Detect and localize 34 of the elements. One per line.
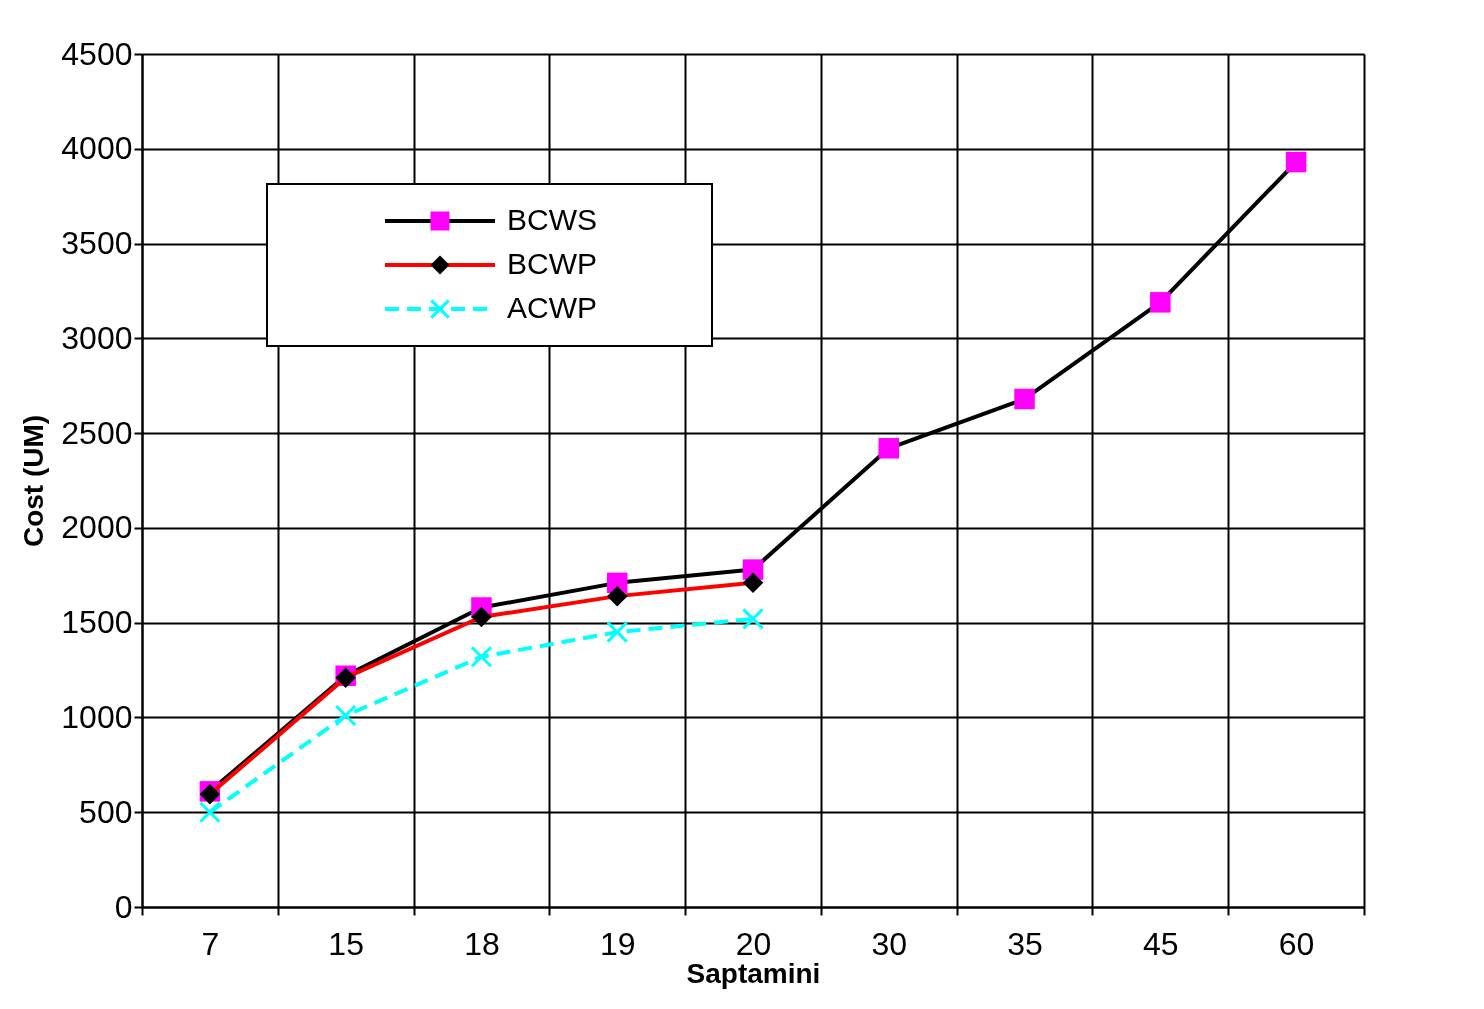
x-tick-label: 60 bbox=[1278, 925, 1315, 962]
y-tick-label: 500 bbox=[79, 793, 133, 830]
legend-label: ACWP bbox=[507, 291, 597, 324]
point bbox=[878, 438, 900, 459]
y-tick-label: 3000 bbox=[61, 319, 133, 356]
y-tick-label: 2500 bbox=[61, 414, 133, 451]
x-tick-label: 45 bbox=[1143, 925, 1179, 962]
x-tick-label: 19 bbox=[599, 925, 636, 962]
y-tick-label: 1000 bbox=[61, 698, 133, 735]
x-tick-label: 30 bbox=[871, 925, 908, 962]
y-tick-label: 4000 bbox=[61, 130, 133, 167]
point bbox=[742, 607, 764, 630]
y-tick-label: 2000 bbox=[61, 509, 133, 546]
legend-label: BCWP bbox=[507, 247, 597, 280]
legend-label: BCWS bbox=[507, 203, 597, 236]
point bbox=[471, 606, 492, 628]
y-tick-label: 3500 bbox=[61, 225, 133, 262]
point bbox=[198, 801, 221, 824]
point bbox=[470, 645, 493, 668]
x-tick-label: 18 bbox=[464, 925, 500, 962]
point bbox=[1014, 388, 1035, 410]
point bbox=[1150, 292, 1171, 313]
y-tick-label: 4500 bbox=[61, 35, 133, 72]
y-axis-title: Cost (UM) bbox=[18, 414, 50, 548]
x-tick-label: 35 bbox=[1007, 925, 1043, 962]
y-tick-label: 1500 bbox=[61, 604, 133, 641]
y-tick-label: 0 bbox=[114, 888, 133, 925]
point bbox=[606, 585, 628, 607]
point bbox=[742, 572, 764, 594]
point bbox=[1285, 151, 1307, 173]
point bbox=[606, 621, 629, 644]
x-tick-label: 7 bbox=[201, 925, 220, 962]
point bbox=[334, 704, 357, 727]
x-tick-label: 15 bbox=[328, 925, 364, 962]
